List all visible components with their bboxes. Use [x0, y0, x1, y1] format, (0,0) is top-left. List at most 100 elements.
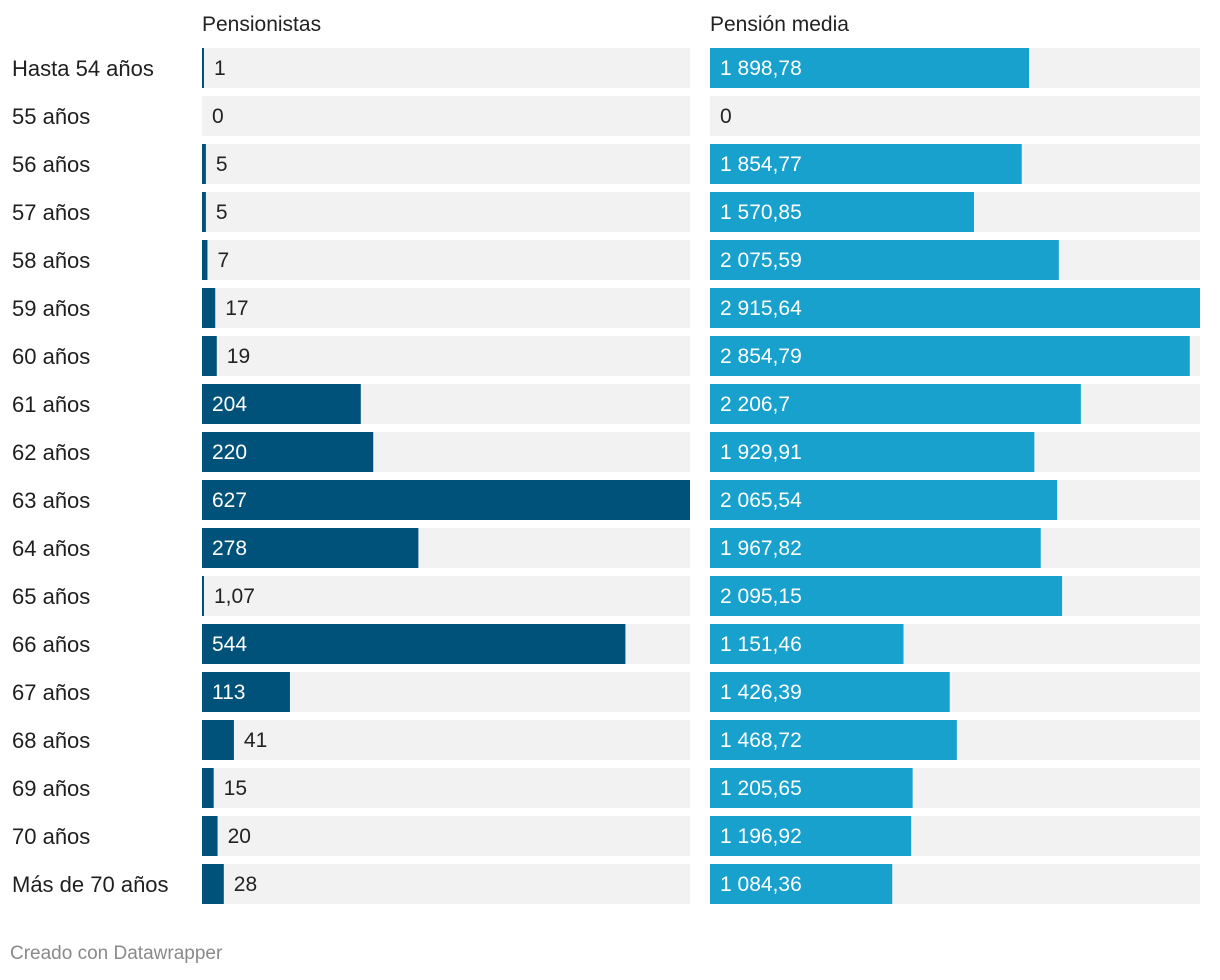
category-label: 64 años	[12, 536, 90, 561]
chart-row: 57 años 5 1 570,85	[12, 192, 1200, 232]
bar-pension-media[interactable]	[710, 816, 912, 856]
bar-pensionistas[interactable]	[202, 624, 626, 664]
value-label: 5	[216, 153, 228, 176]
value-label: 1,07	[214, 585, 255, 608]
bar-pension-media[interactable]	[710, 336, 1190, 376]
column-header-pensionistas: Pensionistas	[202, 13, 321, 36]
bar-pensionistas[interactable]	[202, 768, 214, 808]
category-label: 65 años	[12, 584, 90, 609]
value-label: 15	[224, 777, 247, 800]
category-label: 69 años	[12, 776, 90, 801]
value-label: 204	[212, 393, 247, 416]
value-label: 2 206,7	[720, 393, 790, 416]
bar-background	[202, 768, 690, 808]
bar-pension-media[interactable]	[710, 480, 1058, 520]
value-label: 1 468,72	[720, 729, 802, 752]
category-label: 55 años	[12, 104, 90, 129]
bar-pensionistas[interactable]	[202, 432, 374, 472]
category-label: 62 años	[12, 440, 90, 465]
bar-pension-media[interactable]	[710, 768, 913, 808]
bar-pensionistas[interactable]	[202, 864, 224, 904]
bar-pensionistas[interactable]	[202, 672, 290, 712]
bar-pensionistas[interactable]	[202, 48, 204, 88]
value-label: 113	[212, 681, 245, 704]
bar-pension-media[interactable]	[710, 144, 1022, 184]
category-label: 57 años	[12, 200, 90, 225]
bar-pension-media[interactable]	[710, 192, 974, 232]
chart-row: 65 años 1,07 2 095,15	[12, 576, 1200, 616]
value-label: 5	[216, 201, 228, 224]
value-label: 0	[212, 105, 224, 128]
chart-row: 55 años 0 0	[12, 96, 1200, 136]
bar-pension-media[interactable]	[710, 624, 904, 664]
chart-row: Hasta 54 años 1 1 898,78	[12, 48, 1200, 88]
bar-pensionistas[interactable]	[202, 528, 419, 568]
category-label: 68 años	[12, 728, 90, 753]
chart-row: Más de 70 años 28 1 084,36	[12, 864, 1200, 904]
bar-pension-media[interactable]	[710, 528, 1041, 568]
value-label: 544	[212, 633, 247, 656]
value-label: 1 196,92	[720, 825, 802, 848]
value-label: 1	[214, 57, 226, 80]
chart-row: 64 años 278 1 967,82	[12, 528, 1200, 568]
value-label: 17	[225, 297, 248, 320]
chart-row: 60 años 19 2 854,79	[12, 336, 1200, 376]
bar-pension-media[interactable]	[710, 864, 893, 904]
value-label: 2 915,64	[720, 297, 802, 320]
bar-pensionistas[interactable]	[202, 240, 208, 280]
value-label: 1 898,78	[720, 57, 802, 80]
bar-pensionistas[interactable]	[202, 816, 218, 856]
bar-pension-media[interactable]	[710, 672, 950, 712]
bar-pensionistas[interactable]	[202, 384, 361, 424]
footer-credit[interactable]: Creado con Datawrapper	[10, 943, 223, 964]
bar-pension-media[interactable]	[710, 384, 1081, 424]
chart-row: 69 años 15 1 205,65	[12, 768, 1200, 808]
bar-pension-media[interactable]	[710, 48, 1030, 88]
bar-pensionistas[interactable]	[202, 144, 206, 184]
category-label: 66 años	[12, 632, 90, 657]
value-label: 1 084,36	[720, 873, 802, 896]
chart-row: 62 años 220 1 929,91	[12, 432, 1200, 472]
chart-row: 68 años 41 1 468,72	[12, 720, 1200, 760]
category-label: 56 años	[12, 152, 90, 177]
value-label: 2 095,15	[720, 585, 802, 608]
bar-pension-media[interactable]	[710, 240, 1059, 280]
bar-background	[202, 240, 690, 280]
bar-pension-media[interactable]	[710, 432, 1035, 472]
bar-pension-media[interactable]	[710, 288, 1200, 328]
category-label: 63 años	[12, 488, 90, 513]
bar-pensionistas[interactable]	[202, 720, 234, 760]
bar-pensionistas[interactable]	[202, 480, 690, 520]
bar-pensionistas[interactable]	[202, 288, 216, 328]
bar-background	[202, 48, 690, 88]
value-label: 2 854,79	[720, 345, 802, 368]
chart-row: 56 años 5 1 854,77	[12, 144, 1200, 184]
bar-pension-media[interactable]	[710, 720, 957, 760]
bar-pensionistas[interactable]	[202, 192, 206, 232]
chart-row: 63 años 627 2 065,54	[12, 480, 1200, 520]
bar-background	[202, 816, 690, 856]
chart-row: 67 años 113 1 426,39	[12, 672, 1200, 712]
bar-background	[202, 288, 690, 328]
value-label: 28	[234, 873, 257, 896]
bar-background	[202, 864, 690, 904]
category-label: Hasta 54 años	[12, 56, 154, 81]
value-label: 2 075,59	[720, 249, 802, 272]
bar-pensionistas[interactable]	[202, 576, 204, 616]
category-label: 59 años	[12, 296, 90, 321]
category-label: 61 años	[12, 392, 90, 417]
bar-background	[202, 144, 690, 184]
value-label: 0	[720, 105, 732, 128]
bar-pension-media[interactable]	[710, 576, 1063, 616]
category-label: 70 años	[12, 824, 90, 849]
value-label: 1 426,39	[720, 681, 802, 704]
category-label: 60 años	[12, 344, 90, 369]
value-label: 1 854,77	[720, 153, 802, 176]
value-label: 1 205,65	[720, 777, 802, 800]
chart-row: 61 años 204 2 206,7	[12, 384, 1200, 424]
value-label: 41	[244, 729, 267, 752]
value-label: 1 151,46	[720, 633, 802, 656]
bar-pensionistas[interactable]	[202, 336, 217, 376]
bar-background	[202, 96, 690, 136]
